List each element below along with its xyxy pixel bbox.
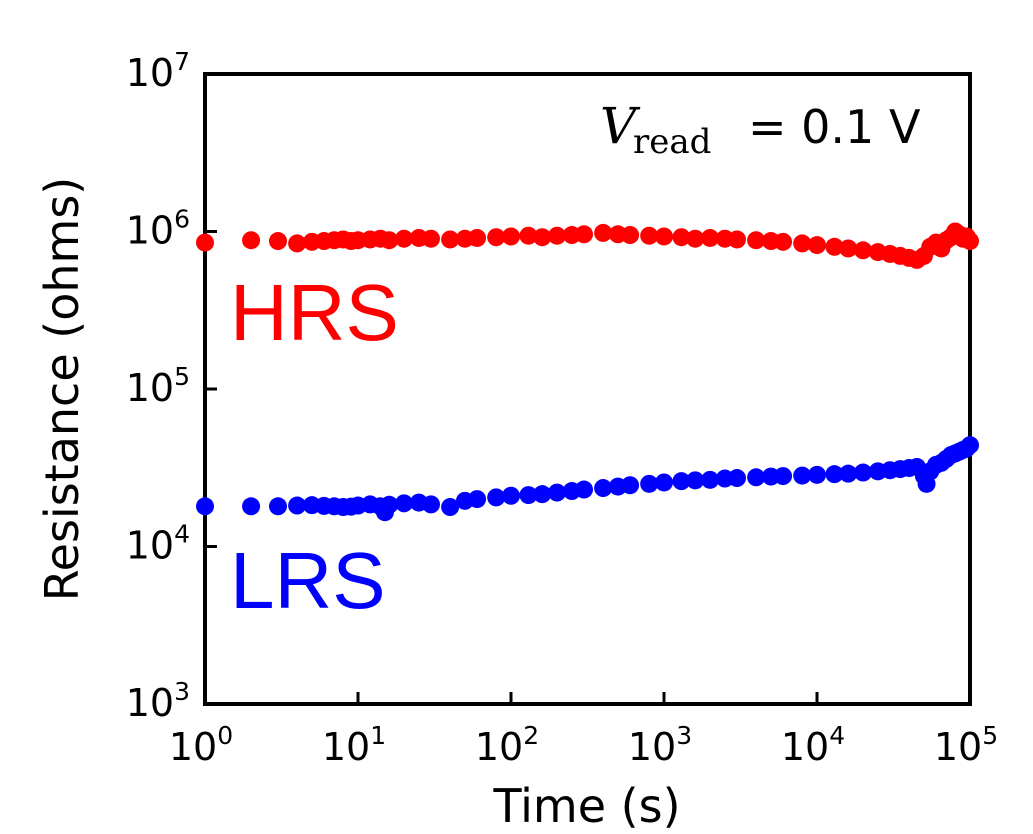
- data-point-hrs: [395, 229, 414, 248]
- data-point-hrs: [686, 229, 705, 248]
- data-point-hrs: [421, 229, 440, 248]
- data-point-hrs: [441, 230, 460, 249]
- data-point-hrs: [242, 231, 261, 250]
- data-point-lrs: [672, 472, 691, 491]
- data-point-hrs: [839, 239, 858, 258]
- data-point-hrs: [808, 236, 826, 255]
- series-hrs: [196, 222, 979, 269]
- x-tick-label: 104: [781, 721, 845, 769]
- series-label-hrs: HRS: [230, 268, 399, 357]
- annotation-value: = 0.1 V: [748, 100, 921, 154]
- y-axis-title: Resistance (ohms): [35, 177, 89, 601]
- data-point-lrs: [839, 464, 858, 483]
- y-tick-label: 107: [126, 47, 190, 95]
- data-point-lrs: [961, 436, 979, 455]
- x-axis: 100 101 102 103 104 105: [169, 692, 998, 769]
- data-point-hrs: [468, 228, 487, 247]
- data-point-lrs: [640, 474, 659, 493]
- data-point-lrs: [288, 496, 307, 515]
- data-point-hrs: [961, 232, 979, 251]
- data-point-lrs: [727, 469, 746, 488]
- data-point-hrs: [487, 228, 506, 247]
- data-point-hrs: [533, 228, 552, 247]
- series-label-lrs: LRS: [230, 536, 386, 625]
- data-point-hrs: [268, 232, 287, 251]
- data-point-lrs: [854, 463, 873, 482]
- data-point-lrs: [268, 497, 287, 516]
- y-tick-label: 105: [126, 362, 190, 410]
- data-point-lrs: [548, 483, 567, 502]
- data-point-lrs: [421, 495, 440, 514]
- y-tick-label: 104: [126, 520, 190, 568]
- y-tick-label: 103: [126, 677, 190, 725]
- data-point-lrs: [574, 480, 593, 499]
- data-point-lrs: [242, 497, 261, 516]
- data-point-lrs: [793, 466, 812, 485]
- data-point-lrs: [533, 485, 552, 504]
- data-point-hrs: [574, 225, 593, 244]
- data-point-hrs: [196, 233, 214, 252]
- data-point-lrs: [621, 476, 640, 495]
- data-point-hrs: [727, 230, 746, 249]
- data-point-hrs: [640, 226, 659, 245]
- y-tick-label: 106: [126, 205, 190, 253]
- data-point-hrs: [519, 226, 538, 245]
- data-point-lrs: [487, 488, 506, 507]
- data-point-lrs: [519, 486, 538, 505]
- data-point-hrs: [825, 237, 844, 256]
- data-point-hrs: [774, 232, 793, 251]
- data-point-hrs: [548, 226, 567, 245]
- data-point-lrs: [502, 486, 520, 505]
- series-lrs: [196, 436, 979, 522]
- data-point-hrs: [655, 227, 673, 246]
- data-point-lrs: [686, 471, 705, 490]
- data-point-lrs: [655, 473, 673, 492]
- data-point-lrs: [380, 495, 399, 514]
- annotation-subscript: read: [633, 122, 711, 162]
- data-point-lrs: [594, 479, 613, 498]
- data-point-lrs: [468, 490, 487, 509]
- x-tick-label: 100: [169, 721, 233, 769]
- read-voltage-annotation: V read = 0.1 V: [600, 97, 921, 162]
- x-axis-title: Time (s): [492, 779, 680, 833]
- x-tick-label: 102: [475, 721, 539, 769]
- data-point-lrs: [395, 494, 414, 513]
- data-point-lrs: [441, 498, 460, 517]
- data-point-lrs: [808, 465, 826, 484]
- data-point-hrs: [701, 228, 720, 247]
- x-tick-label: 105: [934, 721, 998, 769]
- data-point-hrs: [672, 228, 691, 247]
- data-point-hrs: [380, 231, 399, 250]
- data-point-hrs: [621, 226, 640, 245]
- data-point-lrs: [747, 468, 766, 487]
- data-point-hrs: [594, 223, 613, 242]
- data-point-lrs: [774, 467, 793, 486]
- annotation-symbol: V: [600, 97, 641, 155]
- x-tick-label: 101: [322, 721, 386, 769]
- data-series-layer: [196, 222, 979, 522]
- data-point-lrs: [196, 497, 214, 516]
- data-point-hrs: [854, 241, 873, 260]
- y-axis: 103 104 105 106 107: [126, 47, 217, 725]
- x-tick-label: 103: [628, 721, 692, 769]
- data-point-lrs: [701, 470, 720, 489]
- data-point-lrs: [825, 465, 844, 484]
- data-point-hrs: [502, 227, 520, 246]
- data-point-hrs: [288, 234, 307, 253]
- data-point-hrs: [793, 234, 812, 253]
- data-point-hrs: [747, 231, 766, 250]
